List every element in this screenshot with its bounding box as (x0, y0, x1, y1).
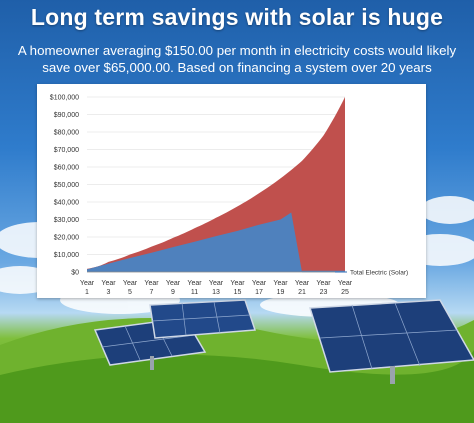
x-tick-label-number: 5 (128, 289, 132, 296)
x-tick-label: Year (338, 280, 353, 287)
x-tick-label-number: 9 (171, 289, 175, 296)
chart-panel: $100,000 $90,000 $80,000 $70,000 $60,000 $50,… (37, 84, 426, 298)
x-tick-label: Year (123, 280, 138, 287)
savings-chart: $100,000 $90,000 $80,000 $70,000 $60,000 $50,… (50, 95, 408, 297)
y-tick-label: $80,000 (54, 130, 79, 137)
x-tick-label-number: 23 (320, 289, 328, 296)
solar-panel-right (308, 299, 474, 384)
solar-panel-center (149, 299, 257, 339)
x-tick-label: Year (252, 280, 267, 287)
x-tick-label-number: 17 (255, 289, 263, 296)
x-tick-label-number: 1 (85, 289, 89, 296)
y-tick-label: $40,000 (54, 200, 79, 207)
x-tick-label-number: 3 (107, 289, 111, 296)
y-tick-label: $70,000 (54, 147, 79, 154)
x-tick-label: Year (316, 280, 331, 287)
y-tick-label: $20,000 (54, 235, 79, 242)
page-subtitle: A homeowner averaging $150.00 per month … (17, 43, 457, 75)
hill-front (0, 350, 474, 423)
x-tick-label: Year (273, 280, 288, 287)
x-tick-label: Year (230, 280, 245, 287)
x-tick-label-number: 13 (212, 289, 220, 296)
legend-label: Total Electric (Solar) (350, 270, 408, 277)
page-title: Long term savings with solar is huge (30, 4, 444, 30)
series-area-blue (87, 212, 302, 272)
x-tick-label: Year (166, 280, 181, 287)
y-tick-label: $100,000 (50, 95, 79, 102)
y-tick-label: $60,000 (54, 165, 79, 172)
x-tick-label: Year (80, 280, 95, 287)
x-tick-label-number: 25 (341, 289, 349, 296)
x-tick-label: Year (209, 280, 224, 287)
y-tick-label: $90,000 (54, 112, 79, 119)
y-tick-label: $0 (71, 270, 79, 277)
y-tick-label: $50,000 (54, 182, 79, 189)
y-tick-label: $30,000 (54, 217, 79, 224)
x-tick-label-number: 15 (234, 289, 242, 296)
x-tick-label: Year (295, 280, 310, 287)
x-tick-label: Year (101, 280, 116, 287)
x-tick-label-number: 11 (191, 289, 198, 296)
x-tick-label: Year (187, 280, 202, 287)
y-tick-label: $10,000 (54, 252, 79, 259)
x-tick-label-number: 21 (298, 289, 306, 296)
x-tick-label-number: 19 (277, 289, 285, 296)
x-tick-label: Year (144, 280, 159, 287)
x-tick-label-number: 7 (150, 289, 154, 296)
